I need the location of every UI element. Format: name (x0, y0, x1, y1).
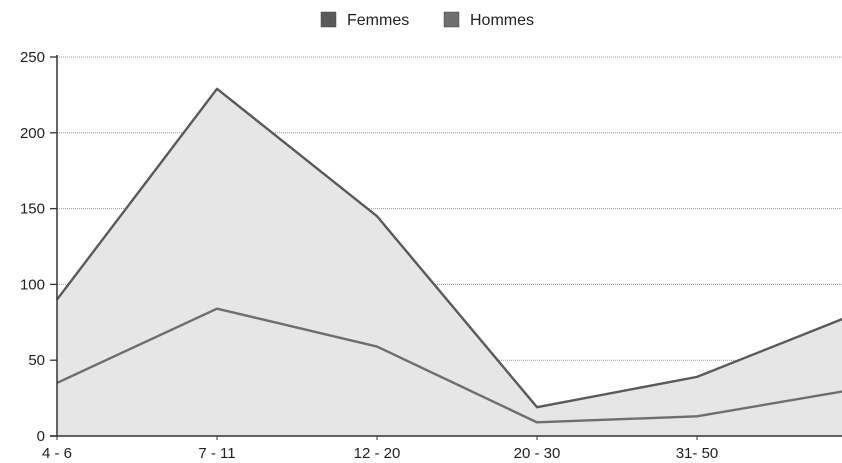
area-fill-femmes (57, 88, 842, 436)
legend-swatch-femmes (320, 11, 337, 28)
plot-area (56, 87, 842, 436)
y-tick-label: 200 (20, 125, 45, 142)
series-line-hommes (56, 307, 842, 424)
x-tick-label: 7 - 11 (198, 445, 235, 462)
y-tick-label: 100 (20, 276, 45, 293)
y-tick-label: 150 (20, 201, 45, 218)
series-line-femmes (56, 87, 842, 409)
axes (50, 55, 842, 440)
legend-swatch-hommes (443, 11, 460, 28)
y-tick-label: 50 (28, 352, 45, 369)
x-tick-label: 4 - 6 (42, 445, 72, 462)
x-tick-label: 20 - 30 (514, 445, 561, 462)
y-tick-label: 250 (20, 49, 45, 66)
chart-legend: Femmes Hommes (320, 11, 534, 29)
x-tick-label: 12 - 20 (354, 445, 401, 462)
y-tick-label: 0 (37, 428, 45, 445)
legend-label-femmes: Femmes (347, 12, 409, 29)
x-tick-label: 31- 50 (676, 445, 719, 462)
tick-labels: 0 50 100 150 200 250 4 - 6 7 - 11 12 - 20 20 - 30… (20, 49, 718, 462)
legend-label-hommes: Hommes (470, 12, 534, 29)
